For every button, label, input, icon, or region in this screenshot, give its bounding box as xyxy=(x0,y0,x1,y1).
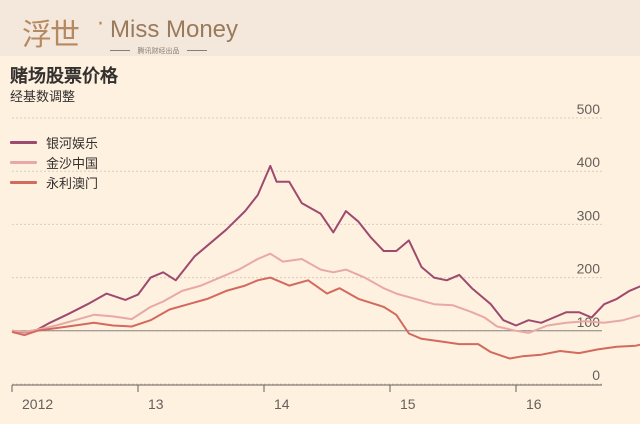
y-tick-label-300: 300 xyxy=(577,207,601,223)
brand-tagline: 腾讯财经出品 xyxy=(137,47,180,55)
legend-label-0: 银河娱乐 xyxy=(46,137,99,152)
x-tick-label-16: 16 xyxy=(526,396,542,412)
x-tick-label-13: 13 xyxy=(148,396,164,412)
chart-subtitle: 经基数调整 xyxy=(10,90,76,105)
chart-title: 赌场股票价格 xyxy=(10,66,118,87)
brand-rule-right xyxy=(187,50,207,51)
x-tick-label-2012: 2012 xyxy=(22,396,53,412)
legend-swatch-1 xyxy=(10,161,37,164)
series-line-1 xyxy=(11,252,640,334)
y-tick-label-400: 400 xyxy=(577,154,601,170)
y-tick-label-500: 500 xyxy=(577,101,601,117)
y-tick-label-0: 0 xyxy=(592,367,600,383)
x-tick-label-14: 14 xyxy=(274,396,290,412)
legend-label-1: 金沙中国 xyxy=(46,157,99,172)
legend-swatch-0 xyxy=(10,141,37,144)
y-tick-label-200: 200 xyxy=(577,261,601,277)
x-tick-label-15: 15 xyxy=(400,396,416,412)
brand-separator-dot: · xyxy=(97,12,104,37)
brand-logo-english: Miss Money xyxy=(110,16,239,43)
brand-header: 浮世 · Miss Money 腾讯财经出品 xyxy=(0,0,640,56)
series-line-0 xyxy=(11,164,640,334)
brand-rule-left xyxy=(110,50,130,51)
legend-label-2: 永利澳门 xyxy=(46,177,99,192)
legend-swatch-2 xyxy=(10,181,37,184)
brand-logo-chinese: 浮世 xyxy=(22,18,80,53)
series-line-2 xyxy=(11,276,640,360)
